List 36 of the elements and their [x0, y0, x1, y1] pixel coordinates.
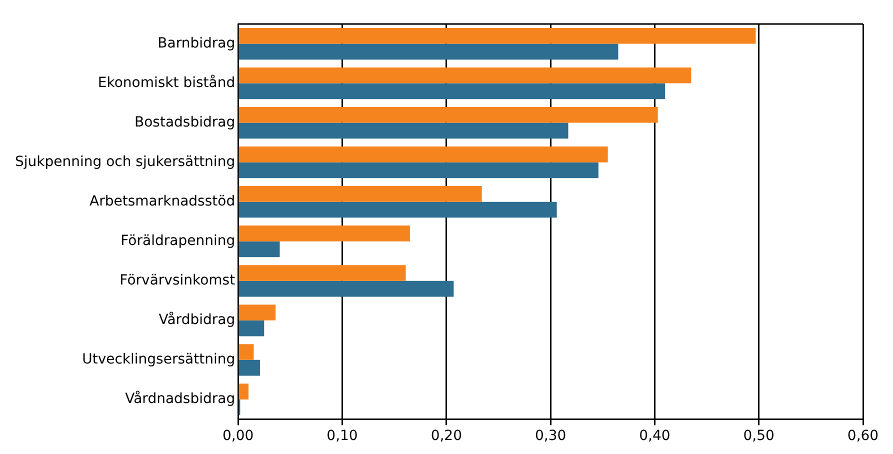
bar	[238, 360, 260, 376]
bar	[238, 186, 482, 202]
x-tick-label: 0,30	[534, 428, 566, 444]
y-tick-label: Arbetsmarknadsstöd	[90, 193, 236, 210]
y-tick-label: Förvärvsinkomst	[120, 272, 236, 289]
x-tick-label: 0,10	[326, 428, 358, 444]
x-tick-label: 0,40	[639, 428, 670, 444]
y-tick-label: Bostadsbidrag	[134, 114, 236, 130]
bar	[238, 146, 608, 162]
y-tick-label: Utvecklingsersättning	[82, 352, 236, 368]
x-tick-label: 0,00	[222, 428, 254, 444]
bar	[238, 226, 410, 242]
bar	[238, 344, 254, 360]
bar	[238, 106, 658, 123]
y-tick-label: Ekonomiskt bistånd	[98, 74, 236, 91]
x-tick-label: 0,50	[743, 428, 774, 444]
bar	[238, 28, 756, 44]
bar	[238, 83, 666, 100]
bar	[238, 280, 454, 297]
bar	[238, 320, 264, 336]
bar	[238, 202, 557, 218]
y-tick-label: Sjukpenning och sjukersättning	[14, 154, 236, 170]
y-tick-label: Barnbidrag	[158, 35, 236, 52]
bar	[238, 162, 598, 178]
y-tick-label: Vårdnadsbidrag	[125, 390, 236, 408]
bar	[238, 304, 276, 320]
bar	[238, 44, 618, 60]
y-tick-label: Vårdbidrag	[158, 311, 236, 328]
y-tick-label: Föräldrapenning	[120, 233, 236, 249]
x-tick-label: 0,60	[847, 428, 879, 444]
bar	[238, 67, 692, 84]
x-tick-label: 0,20	[430, 428, 462, 444]
bar	[238, 122, 568, 139]
bar	[238, 241, 280, 258]
bar	[238, 265, 406, 281]
bar	[238, 384, 249, 400]
